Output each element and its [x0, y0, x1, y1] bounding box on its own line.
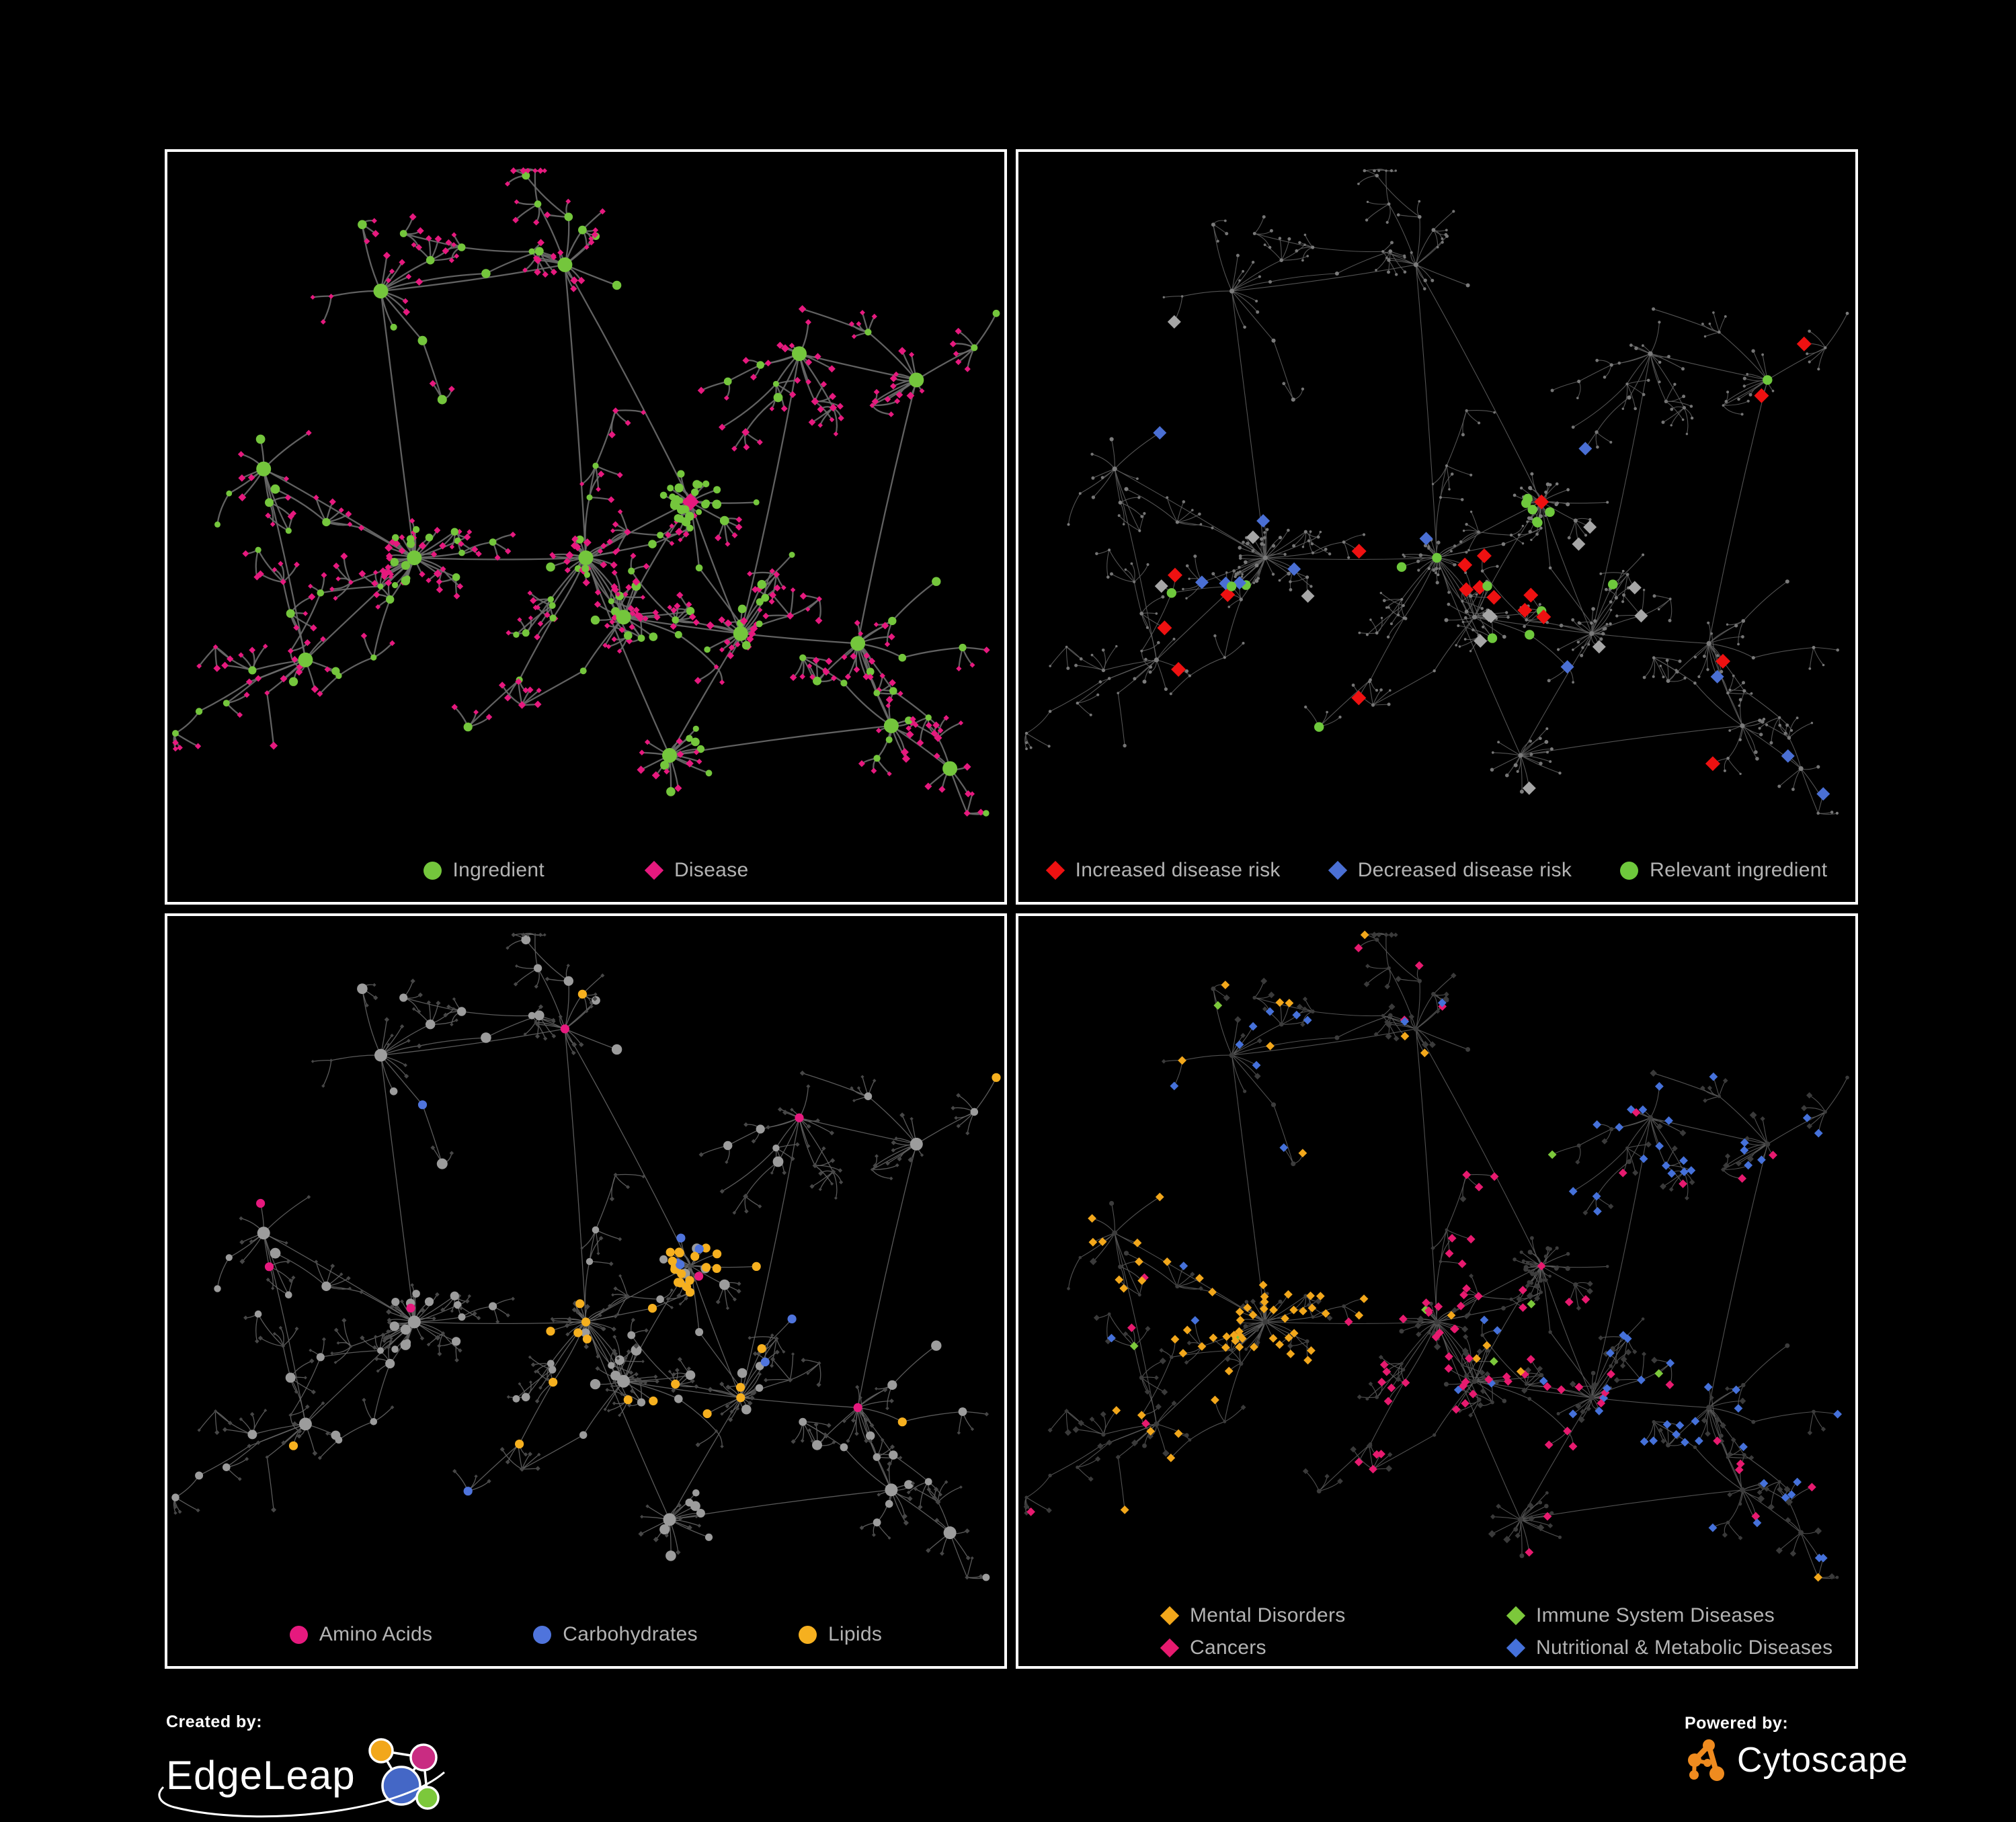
mental-disorders-swatch-icon [1160, 1606, 1180, 1626]
panel-nutrient-classes: Amino Acids Carbohydrates Lipids [165, 913, 1007, 1669]
legend-label-decreased-disease-risk: Decreased disease risk [1357, 859, 1572, 881]
amino-acids-swatch-icon [289, 1625, 308, 1644]
edgeleap-logo: EdgeLeap [158, 1735, 445, 1818]
panel-disease-classes: Mental Disorders Immune System Diseases Ca… [1016, 913, 1858, 1669]
relevant-ingredient-swatch-icon [1620, 861, 1639, 880]
cytoscape-wordmark: Cytoscape [1737, 1741, 1908, 1780]
cancers-swatch-icon [1160, 1638, 1180, 1658]
disease-classes-legend: Mental Disorders Immune System Diseases Ca… [1018, 1604, 1855, 1659]
legend-label-mental-disorders: Mental Disorders [1190, 1604, 1346, 1626]
legend-label-carbohydrates: Carbohydrates [563, 1623, 698, 1645]
legend-label-ingredient: Ingredient [452, 859, 545, 881]
ingredients-diseases-network-canvas [172, 167, 1000, 817]
carbohydrates-swatch-icon [533, 1625, 552, 1644]
lipids-swatch-icon [798, 1625, 817, 1644]
network-panels-grid: Ingredient Disease Increased disease risk… [165, 149, 1858, 1669]
legend-item-cancers: Cancers [1160, 1637, 1507, 1659]
panel-ingredients-diseases: Ingredient Disease [165, 149, 1007, 905]
panel-disease-risk: Increased disease risk Decreased disease … [1016, 149, 1858, 905]
edgeleap-wordmark: EdgeLeap [166, 1753, 356, 1798]
powered-by-label: Powered by: [1685, 1714, 1789, 1733]
legend-label-nutritional-metabolic-diseases: Nutritional & Metabolic Diseases [1536, 1637, 1833, 1659]
legend-item-relevant-ingredient: Relevant ingredient [1620, 859, 1827, 882]
powered-by-block: Powered by: Cytoscape [1685, 1714, 1908, 1784]
nutrient-classes-network-canvas [171, 932, 1001, 1581]
disease-risk-legend: Increased disease risk Decreased disease … [1018, 859, 1855, 882]
edgeleap-network-icon [368, 1738, 440, 1810]
nutritional-metabolic-diseases-swatch-icon [1506, 1638, 1526, 1658]
disease-classes-network-canvas [1023, 930, 1849, 1582]
ingredients-diseases-legend: Ingredient Disease [167, 859, 1004, 882]
legend-item-carbohydrates: Carbohydrates [533, 1623, 698, 1646]
cytoscape-logo: Cytoscape [1685, 1736, 1908, 1784]
legend-item-mental-disorders: Mental Disorders [1160, 1604, 1507, 1627]
legend-label-lipids: Lipids [828, 1623, 883, 1645]
nutrient-classes-legend: Amino Acids Carbohydrates Lipids [167, 1623, 1004, 1646]
legend-label-relevant-ingredient: Relevant ingredient [1650, 859, 1828, 881]
legend-label-disease: Disease [674, 859, 749, 881]
increased-disease-risk-swatch-icon [1045, 860, 1065, 880]
legend-item-lipids: Lipids [798, 1623, 883, 1646]
legend-label-cancers: Cancers [1190, 1637, 1266, 1659]
legend-item-disease: Disease [644, 859, 749, 882]
legend-label-increased-disease-risk: Increased disease risk [1075, 859, 1281, 881]
legend-item-ingredient: Ingredient [423, 859, 545, 882]
ingredient-swatch-icon [423, 861, 442, 880]
legend-item-decreased-disease-risk: Decreased disease risk [1328, 859, 1572, 882]
created-by-block: Created by: EdgeLeap [158, 1712, 445, 1818]
legend-label-amino-acids: Amino Acids [319, 1623, 433, 1645]
immune-system-diseases-swatch-icon [1506, 1606, 1526, 1626]
legend-item-increased-disease-risk: Increased disease risk [1045, 859, 1281, 882]
disease-swatch-icon [644, 860, 664, 880]
disease-risk-network-canvas [1024, 169, 1849, 815]
cytoscape-network-icon [1688, 1739, 1724, 1781]
legend-label-immune-system-diseases: Immune System Diseases [1536, 1604, 1775, 1626]
created-by-label: Created by: [166, 1712, 263, 1731]
decreased-disease-risk-swatch-icon [1328, 860, 1347, 880]
legend-item-immune-system-diseases: Immune System Diseases [1506, 1604, 1832, 1627]
legend-item-nutritional-metabolic-diseases: Nutritional & Metabolic Diseases [1506, 1637, 1833, 1659]
legend-item-amino-acids: Amino Acids [289, 1623, 433, 1646]
